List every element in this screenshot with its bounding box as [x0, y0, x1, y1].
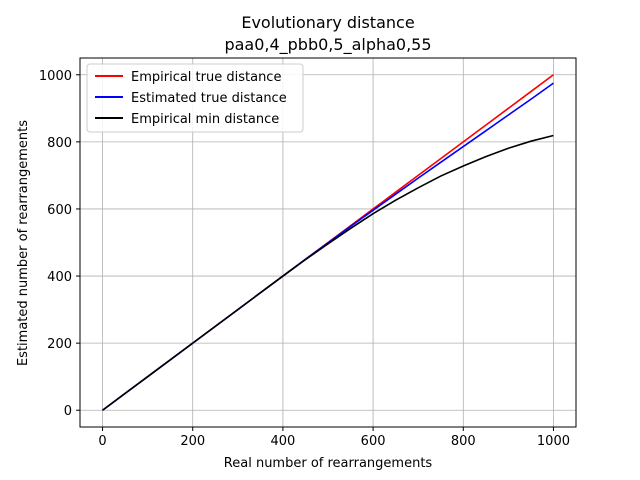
- x-tick-label: 800: [451, 434, 476, 449]
- legend-entry: Estimated true distance: [95, 91, 287, 106]
- legend-label: Empirical true distance: [131, 70, 281, 85]
- legend-entry: Empirical true distance: [95, 70, 281, 85]
- ticks: 0 200 400 600 800 1000 0 200 400 600 800 1000: [39, 69, 570, 449]
- y-tick-label: 400: [47, 270, 72, 285]
- x-tick-label: 0: [98, 434, 106, 449]
- x-tick-label: 400: [270, 434, 295, 449]
- y-tick-label: 0: [64, 404, 72, 419]
- x-tick-label: 600: [361, 434, 386, 449]
- legend-box: [86, 63, 304, 133]
- x-axis-label: Real number of rearrangements: [224, 456, 433, 471]
- chart-subtitle: paa0,4_pbb0,5_alpha0,55: [224, 35, 431, 55]
- series-line: [102, 134, 554, 411]
- y-tick-label: 1000: [39, 69, 72, 84]
- series-lines: [102, 74, 554, 411]
- legend-entry: Empirical min distance: [95, 112, 279, 127]
- plot-frame: [79, 57, 577, 428]
- y-tick-label: 600: [47, 203, 72, 218]
- y-tick-label: 200: [47, 337, 72, 352]
- legend: Empirical true distance Estimated true d…: [86, 63, 304, 133]
- legend-label: Empirical min distance: [131, 112, 279, 127]
- x-tick-label: 1000: [537, 434, 570, 449]
- chart-title: Evolutionary distance: [241, 13, 414, 32]
- x-tick-label: 200: [180, 434, 205, 449]
- y-axis-label: Estimated number of rearrangements: [16, 120, 31, 366]
- legend-label: Estimated true distance: [131, 91, 287, 106]
- y-tick-label: 800: [47, 136, 72, 151]
